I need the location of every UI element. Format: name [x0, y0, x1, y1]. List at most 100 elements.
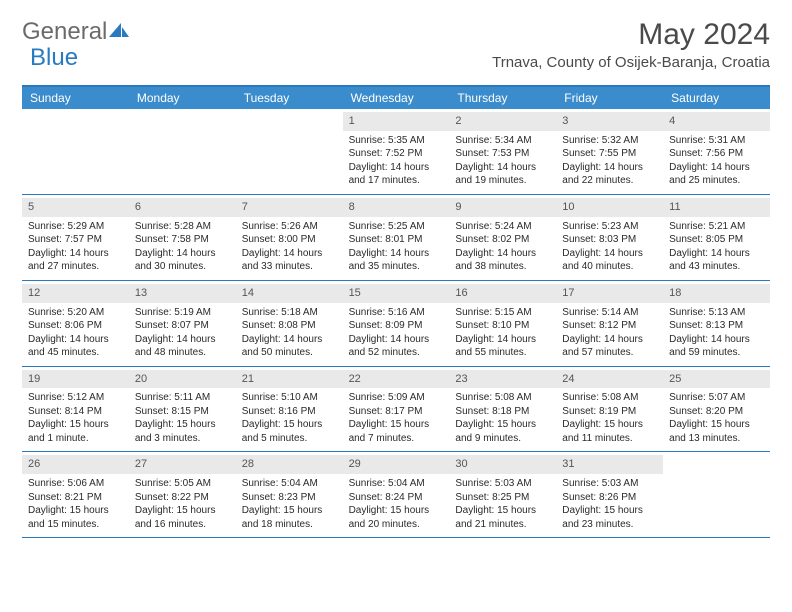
day-number: 6: [129, 198, 236, 217]
sunset-line: Sunset: 8:21 PM: [28, 491, 123, 505]
day-header: Monday: [129, 87, 236, 109]
day-number: 22: [343, 370, 450, 389]
day-number: 20: [129, 370, 236, 389]
day-cell: 23Sunrise: 5:08 AMSunset: 8:18 PMDayligh…: [449, 367, 556, 452]
day-number: 24: [556, 370, 663, 389]
day-number: 8: [343, 198, 450, 217]
sunrise-line: Sunrise: 5:13 AM: [669, 306, 764, 320]
daylight-line: Daylight: 14 hours and 38 minutes.: [455, 247, 550, 274]
day-cell: [663, 452, 770, 537]
daylight-line: Daylight: 15 hours and 3 minutes.: [135, 418, 230, 445]
sunrise-line: Sunrise: 5:24 AM: [455, 220, 550, 234]
month-title: May 2024: [492, 18, 770, 52]
day-number: 5: [22, 198, 129, 217]
daylight-line: Daylight: 14 hours and 25 minutes.: [669, 161, 764, 188]
daylight-line: Daylight: 14 hours and 17 minutes.: [349, 161, 444, 188]
week-row: 19Sunrise: 5:12 AMSunset: 8:14 PMDayligh…: [22, 367, 770, 453]
day-header-row: SundayMondayTuesdayWednesdayThursdayFrid…: [22, 87, 770, 109]
sunset-line: Sunset: 8:08 PM: [242, 319, 337, 333]
sunrise-line: Sunrise: 5:26 AM: [242, 220, 337, 234]
sunrise-line: Sunrise: 5:11 AM: [135, 391, 230, 405]
daylight-line: Daylight: 14 hours and 30 minutes.: [135, 247, 230, 274]
day-cell: 27Sunrise: 5:05 AMSunset: 8:22 PMDayligh…: [129, 452, 236, 537]
sunset-line: Sunset: 8:19 PM: [562, 405, 657, 419]
daylight-line: Daylight: 15 hours and 11 minutes.: [562, 418, 657, 445]
sunset-line: Sunset: 8:25 PM: [455, 491, 550, 505]
day-cell: 26Sunrise: 5:06 AMSunset: 8:21 PMDayligh…: [22, 452, 129, 537]
day-number: 23: [449, 370, 556, 389]
daylight-line: Daylight: 14 hours and 40 minutes.: [562, 247, 657, 274]
daylight-line: Daylight: 14 hours and 35 minutes.: [349, 247, 444, 274]
daylight-line: Daylight: 15 hours and 7 minutes.: [349, 418, 444, 445]
sunrise-line: Sunrise: 5:34 AM: [455, 134, 550, 148]
sunrise-line: Sunrise: 5:14 AM: [562, 306, 657, 320]
sunrise-line: Sunrise: 5:18 AM: [242, 306, 337, 320]
sunset-line: Sunset: 7:55 PM: [562, 147, 657, 161]
day-cell: 19Sunrise: 5:12 AMSunset: 8:14 PMDayligh…: [22, 367, 129, 452]
day-cell: 18Sunrise: 5:13 AMSunset: 8:13 PMDayligh…: [663, 281, 770, 366]
sunrise-line: Sunrise: 5:07 AM: [669, 391, 764, 405]
day-number: 2: [449, 112, 556, 131]
sunset-line: Sunset: 8:14 PM: [28, 405, 123, 419]
day-cell: 16Sunrise: 5:15 AMSunset: 8:10 PMDayligh…: [449, 281, 556, 366]
sunset-line: Sunset: 8:20 PM: [669, 405, 764, 419]
daylight-line: Daylight: 15 hours and 21 minutes.: [455, 504, 550, 531]
day-number: 14: [236, 284, 343, 303]
location: Trnava, County of Osijek-Baranja, Croati…: [492, 54, 770, 71]
sunset-line: Sunset: 8:01 PM: [349, 233, 444, 247]
sunset-line: Sunset: 7:56 PM: [669, 147, 764, 161]
daylight-line: Daylight: 15 hours and 5 minutes.: [242, 418, 337, 445]
day-cell: 4Sunrise: 5:31 AMSunset: 7:56 PMDaylight…: [663, 109, 770, 194]
calendar: SundayMondayTuesdayWednesdayThursdayFrid…: [22, 85, 770, 538]
sunset-line: Sunset: 8:09 PM: [349, 319, 444, 333]
sunset-line: Sunset: 8:22 PM: [135, 491, 230, 505]
daylight-line: Daylight: 14 hours and 50 minutes.: [242, 333, 337, 360]
sunset-line: Sunset: 8:06 PM: [28, 319, 123, 333]
daylight-line: Daylight: 14 hours and 45 minutes.: [28, 333, 123, 360]
logo: General: [22, 18, 131, 46]
sunset-line: Sunset: 8:10 PM: [455, 319, 550, 333]
day-number: 30: [449, 455, 556, 474]
day-number: 31: [556, 455, 663, 474]
week-row: 26Sunrise: 5:06 AMSunset: 8:21 PMDayligh…: [22, 452, 770, 538]
daylight-line: Daylight: 14 hours and 57 minutes.: [562, 333, 657, 360]
day-number: 11: [663, 198, 770, 217]
day-number: 12: [22, 284, 129, 303]
sunset-line: Sunset: 7:57 PM: [28, 233, 123, 247]
week-row: 5Sunrise: 5:29 AMSunset: 7:57 PMDaylight…: [22, 195, 770, 281]
daylight-line: Daylight: 14 hours and 55 minutes.: [455, 333, 550, 360]
day-cell: 12 Sunrise: 5:20 AMSunset: 8:06 PMDayligh…: [22, 281, 129, 366]
daylight-line: Daylight: 15 hours and 1 minute.: [28, 418, 123, 445]
day-cell: [236, 109, 343, 194]
sunrise-line: Sunrise: 5:04 AM: [349, 477, 444, 491]
day-number: 13: [129, 284, 236, 303]
week-row: 1Sunrise: 5:35 AMSunset: 7:52 PMDaylight…: [22, 109, 770, 195]
sunrise-line: Sunrise: 5:03 AM: [455, 477, 550, 491]
sunset-line: Sunset: 7:52 PM: [349, 147, 444, 161]
day-cell: 6Sunrise: 5:28 AMSunset: 7:58 PMDaylight…: [129, 195, 236, 280]
daylight-line: Daylight: 15 hours and 18 minutes.: [242, 504, 337, 531]
daylight-line: Daylight: 15 hours and 16 minutes.: [135, 504, 230, 531]
day-number: 9: [449, 198, 556, 217]
day-header: Friday: [556, 87, 663, 109]
day-cell: 31Sunrise: 5:03 AMSunset: 8:26 PMDayligh…: [556, 452, 663, 537]
sunset-line: Sunset: 8:00 PM: [242, 233, 337, 247]
day-number: 26: [22, 455, 129, 474]
sunrise-line: Sunrise: 5:04 AM: [242, 477, 337, 491]
daylight-line: Daylight: 15 hours and 20 minutes.: [349, 504, 444, 531]
day-cell: 15Sunrise: 5:16 AMSunset: 8:09 PMDayligh…: [343, 281, 450, 366]
sunset-line: Sunset: 8:24 PM: [349, 491, 444, 505]
day-cell: 11Sunrise: 5:21 AMSunset: 8:05 PMDayligh…: [663, 195, 770, 280]
day-cell: 14 Sunrise: 5:18 AMSunset: 8:08 PMDayligh…: [236, 281, 343, 366]
day-cell: 1Sunrise: 5:35 AMSunset: 7:52 PMDaylight…: [343, 109, 450, 194]
sunrise-line: Sunrise: 5:08 AM: [562, 391, 657, 405]
title-block: May 2024 Trnava, County of Osijek-Baranj…: [492, 18, 770, 71]
logo-sail-icon: [109, 18, 131, 46]
sunset-line: Sunset: 8:15 PM: [135, 405, 230, 419]
sunrise-line: Sunrise: 5:09 AM: [349, 391, 444, 405]
sunrise-line: Sunrise: 5:20 AM: [28, 306, 123, 320]
sunrise-line: Sunrise: 5:31 AM: [669, 134, 764, 148]
sunset-line: Sunset: 8:12 PM: [562, 319, 657, 333]
sunset-line: Sunset: 8:03 PM: [562, 233, 657, 247]
day-cell: 21Sunrise: 5:10 AMSunset: 8:16 PMDayligh…: [236, 367, 343, 452]
